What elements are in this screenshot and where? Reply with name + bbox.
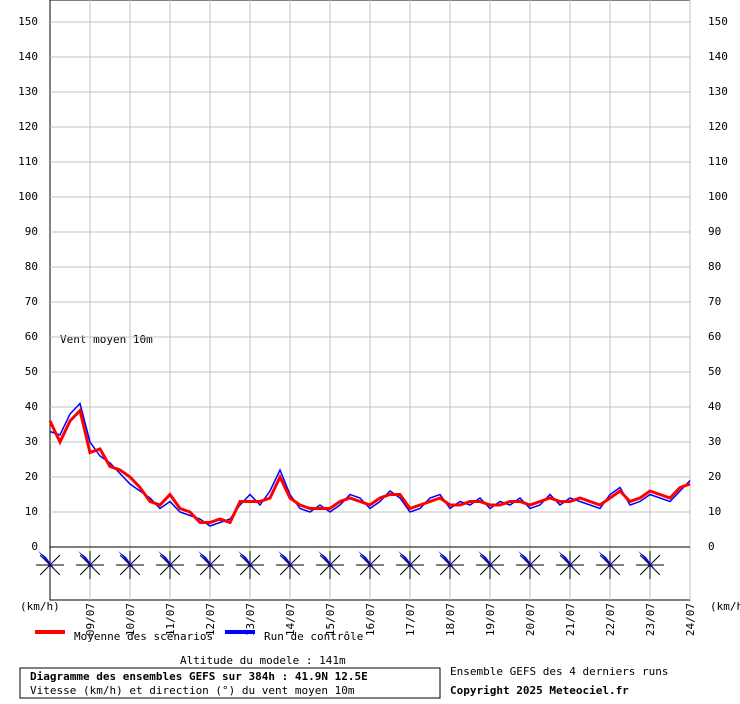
wind-arrow bbox=[38, 551, 56, 571]
wind-arrow bbox=[398, 551, 416, 571]
y-tick-label-right: 80 bbox=[708, 260, 721, 273]
x-tick-label: 17/07 bbox=[404, 603, 417, 636]
y-tick-label: 100 bbox=[18, 190, 38, 203]
wind-arrow bbox=[518, 551, 536, 571]
legend-label: Run de contrôle bbox=[264, 630, 363, 643]
wind-arrow bbox=[318, 551, 336, 571]
wind-arrow bbox=[478, 551, 496, 571]
wind-arrow bbox=[198, 551, 216, 571]
y-tick-label: 110 bbox=[18, 155, 38, 168]
x-tick-label: 13/07 bbox=[244, 603, 257, 636]
x-tick-label: 11/07 bbox=[164, 603, 177, 636]
ensemble-note: Ensemble GEFS des 4 derniers runs bbox=[450, 665, 669, 678]
x-tick-label: 14/07 bbox=[284, 603, 297, 636]
y-tick-label-right: 60 bbox=[708, 330, 721, 343]
y-tick-label: 50 bbox=[25, 365, 38, 378]
footer-subtitle: Vitesse (km/h) et direction (°) du vent … bbox=[30, 684, 355, 697]
wind-arrow bbox=[438, 551, 456, 571]
wind-arrow bbox=[598, 551, 616, 571]
annotation: Vent moyen 10m bbox=[60, 333, 153, 346]
wind-arrow bbox=[638, 551, 656, 571]
x-tick-label: 10/07 bbox=[124, 603, 137, 636]
footer-box bbox=[19, 667, 441, 699]
y-tick-label: 60 bbox=[25, 330, 38, 343]
wind-arrow bbox=[78, 551, 96, 571]
copyright: Copyright 2025 Meteociel.fr bbox=[450, 684, 629, 697]
y-tick-label-right: 50 bbox=[708, 365, 721, 378]
y-tick-label: 20 bbox=[25, 470, 38, 483]
y-tick-label: 0 bbox=[31, 540, 38, 553]
wind-arrow bbox=[558, 551, 576, 571]
y-tick-label-right: 130 bbox=[708, 85, 728, 98]
y-tick-label-right: 100 bbox=[708, 190, 728, 203]
y-tick-label: 90 bbox=[25, 225, 38, 238]
x-tick-label: 15/07 bbox=[324, 603, 337, 636]
x-tick-label: 24/07 bbox=[684, 603, 697, 636]
y-tick-label-right: 0 bbox=[708, 540, 715, 553]
y-tick-label: 30 bbox=[25, 435, 38, 448]
x-tick-label: 19/07 bbox=[484, 603, 497, 636]
x-tick-label: 21/07 bbox=[564, 603, 577, 636]
y-tick-label-right: 40 bbox=[708, 400, 721, 413]
y-tick-label: 120 bbox=[18, 120, 38, 133]
y-tick-label: 140 bbox=[18, 50, 38, 63]
x-tick-label: 09/07 bbox=[84, 603, 97, 636]
x-tick-label: 16/07 bbox=[364, 603, 377, 636]
altitude: Altitude du modele : 141m bbox=[180, 654, 346, 667]
y-tick-label-right: 120 bbox=[708, 120, 728, 133]
x-tick-label: 23/07 bbox=[644, 603, 657, 636]
wind-arrow bbox=[358, 551, 376, 571]
y-tick-label: 80 bbox=[25, 260, 38, 273]
x-tick-label: 18/07 bbox=[444, 603, 457, 636]
y-tick-label-right: 70 bbox=[708, 295, 721, 308]
wind-arrow bbox=[278, 551, 296, 571]
y-tick-label-right: 90 bbox=[708, 225, 721, 238]
y-tick-label-right: 110 bbox=[708, 155, 728, 168]
footer-title: Diagramme des ensembles GEFS sur 384h : … bbox=[30, 670, 368, 683]
y-tick-label: 150 bbox=[18, 15, 38, 28]
x-tick-label: 12/07 bbox=[204, 603, 217, 636]
y-tick-label: 40 bbox=[25, 400, 38, 413]
y-tick-label: 70 bbox=[25, 295, 38, 308]
series-line bbox=[48, 407, 691, 525]
x-tick-label: 20/07 bbox=[524, 603, 537, 636]
legend-label: Moyenne des scénarios bbox=[74, 630, 213, 643]
y-tick-label-right: 10 bbox=[708, 505, 721, 518]
wind-arrow bbox=[118, 551, 136, 571]
y-tick-label-right: 150 bbox=[708, 15, 728, 28]
y-unit-left: (km/h) bbox=[20, 600, 60, 613]
wind-arrow bbox=[158, 551, 176, 571]
y-tick-label-right: 140 bbox=[708, 50, 728, 63]
x-tick-label: 22/07 bbox=[604, 603, 617, 636]
y-tick-label: 130 bbox=[18, 85, 38, 98]
wind-arrow bbox=[238, 551, 256, 571]
y-unit-right: (km/h) bbox=[710, 600, 740, 613]
y-tick-label-right: 30 bbox=[708, 435, 721, 448]
y-tick-label-right: 20 bbox=[708, 470, 721, 483]
y-tick-label: 10 bbox=[25, 505, 38, 518]
